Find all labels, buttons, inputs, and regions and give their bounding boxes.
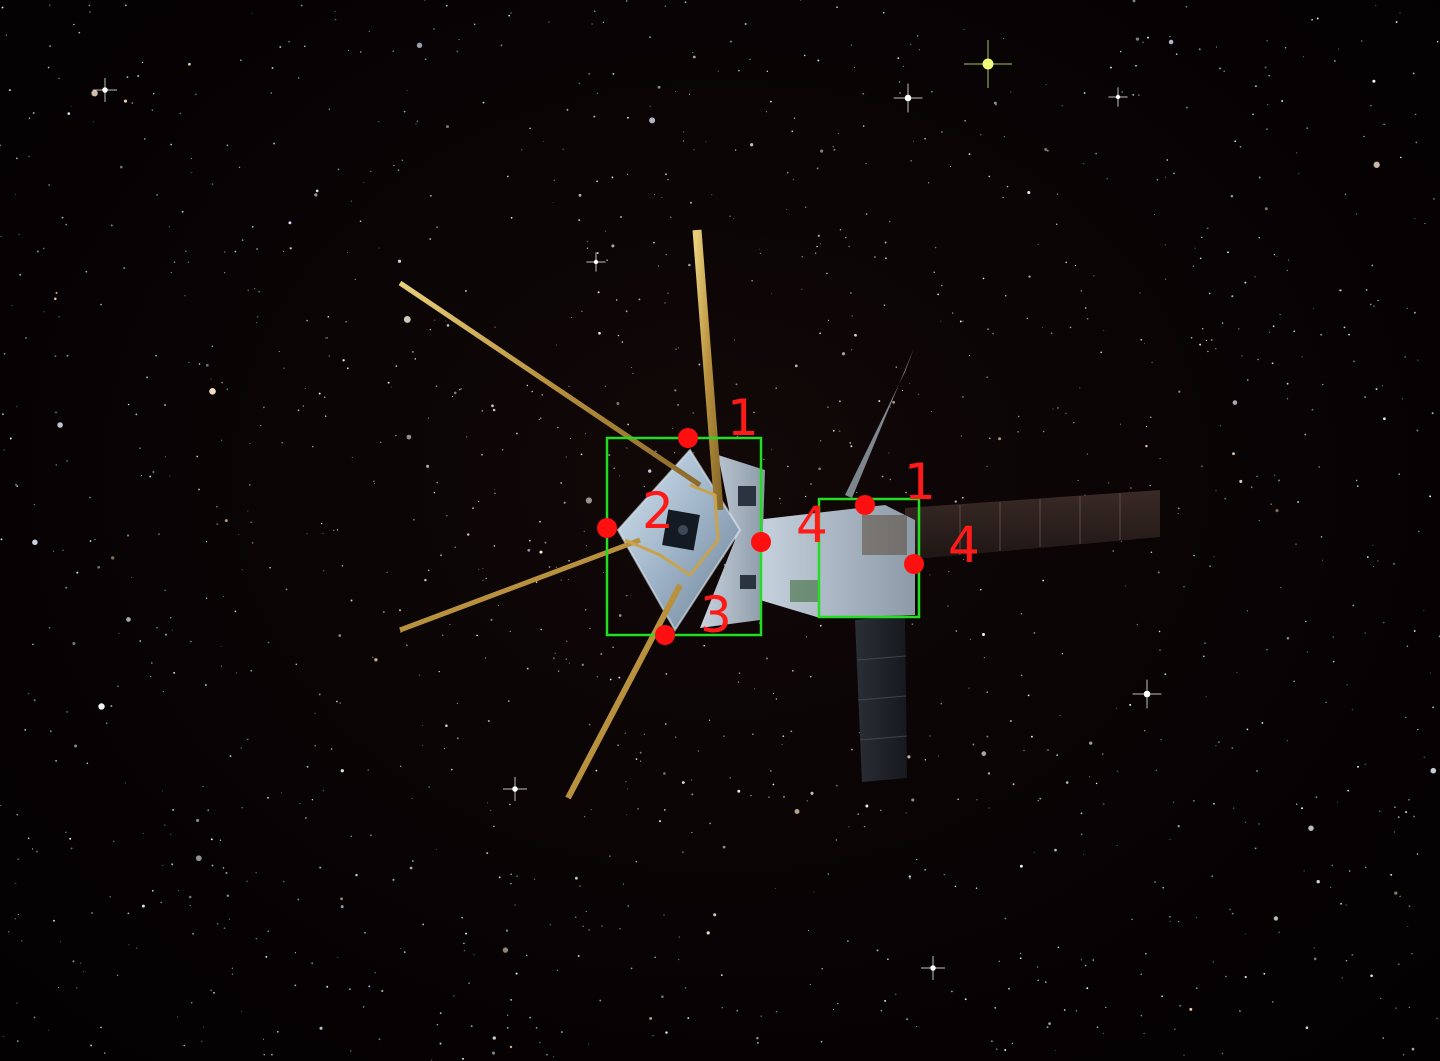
keypoint-marker: [678, 428, 698, 448]
keypoint-marker: [655, 625, 675, 645]
solar-panel-right: [905, 490, 1160, 560]
keypoint-marker: [751, 532, 771, 552]
keypoint-label: 3: [700, 586, 732, 644]
bounding-box-rear: [817, 497, 921, 619]
keypoint-marker: [904, 554, 924, 574]
solar-fin-top: [845, 348, 914, 498]
keypoint-label: 2: [642, 482, 674, 540]
bounding-box-main: [605, 436, 763, 637]
keypoint-label: 4: [796, 496, 828, 554]
antennas: [398, 229, 724, 800]
keypoint-label: 4: [948, 516, 980, 574]
keypoint-label: 1: [727, 389, 759, 447]
keypoint-marker: [597, 518, 617, 538]
keypoint-label: 1: [904, 453, 936, 511]
keypoint-marker: [855, 495, 875, 515]
